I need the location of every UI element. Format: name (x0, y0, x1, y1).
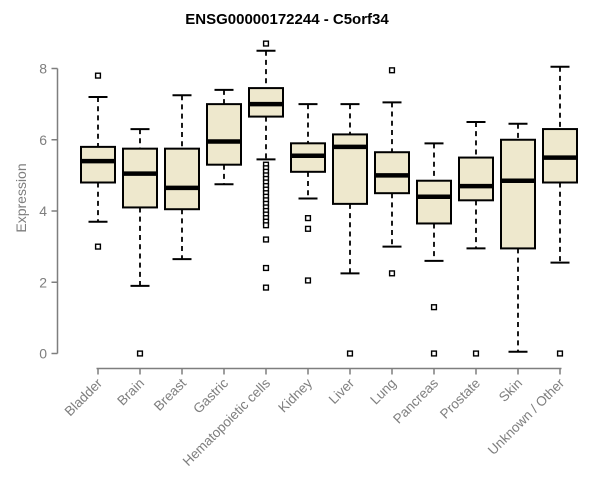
x-category-label-prostate: Prostate (437, 376, 483, 422)
x-category-label-bladder: Bladder (62, 375, 106, 419)
box-gastric (206, 88, 242, 186)
outlier-point (262, 264, 270, 272)
outlier-point (304, 215, 312, 222)
box-bladder (80, 72, 116, 250)
outlier-point (556, 350, 564, 357)
box-brain (122, 128, 158, 357)
y-tick-label: 8 (39, 61, 47, 77)
chart-title: ENSG00000172244 - C5orf34 (185, 11, 389, 28)
y-tick-label: 0 (39, 346, 47, 362)
outlier-point (94, 243, 102, 250)
iqr-box (416, 179, 452, 225)
outlier-point (346, 350, 354, 357)
box-breast (164, 94, 200, 261)
box-hematopoietic-cells (248, 40, 284, 291)
iqr-box (500, 138, 536, 250)
outlier-point (262, 236, 270, 243)
outlier-point (262, 40, 270, 47)
x-category-label-pancreas: Pancreas (390, 375, 441, 426)
iqr-box (206, 103, 242, 166)
iqr-box (122, 147, 158, 209)
outlier-point (304, 277, 312, 284)
x-category-label-unknown-other: Unknown / Other (485, 375, 568, 458)
y-tick-label: 4 (39, 203, 47, 219)
outlier-point (262, 284, 270, 291)
outlier-point (262, 222, 270, 229)
iqr-box (458, 156, 494, 202)
iqr-box (80, 145, 116, 184)
outlier-point (430, 350, 438, 357)
iqr-box (164, 147, 200, 211)
x-category-label-gastric: Gastric (190, 375, 231, 416)
outlier-point (388, 67, 396, 74)
outlier-point (430, 304, 438, 311)
y-tick-label: 2 (39, 274, 47, 290)
y-tick-label: 6 (39, 132, 47, 148)
box-lung (374, 67, 410, 277)
iqr-box (374, 151, 410, 195)
x-category-label-brain: Brain (114, 376, 147, 409)
box-kidney (290, 103, 326, 284)
box-skin (500, 122, 536, 353)
box-liver (332, 103, 368, 357)
outlier-point (388, 270, 396, 277)
outlier-point (136, 350, 144, 357)
box-prostate (458, 120, 494, 357)
outlier-point (472, 350, 480, 357)
x-category-label-liver: Liver (326, 375, 358, 407)
x-category-label-lung: Lung (367, 376, 399, 408)
x-category-label-kidney: Kidney (275, 375, 315, 415)
outlier-point (304, 225, 312, 232)
x-category-label-skin: Skin (496, 376, 525, 405)
box-unknown-other (542, 65, 578, 357)
outlier-point (94, 72, 102, 79)
box-pancreas (416, 142, 452, 357)
x-category-label-breast: Breast (151, 375, 189, 413)
